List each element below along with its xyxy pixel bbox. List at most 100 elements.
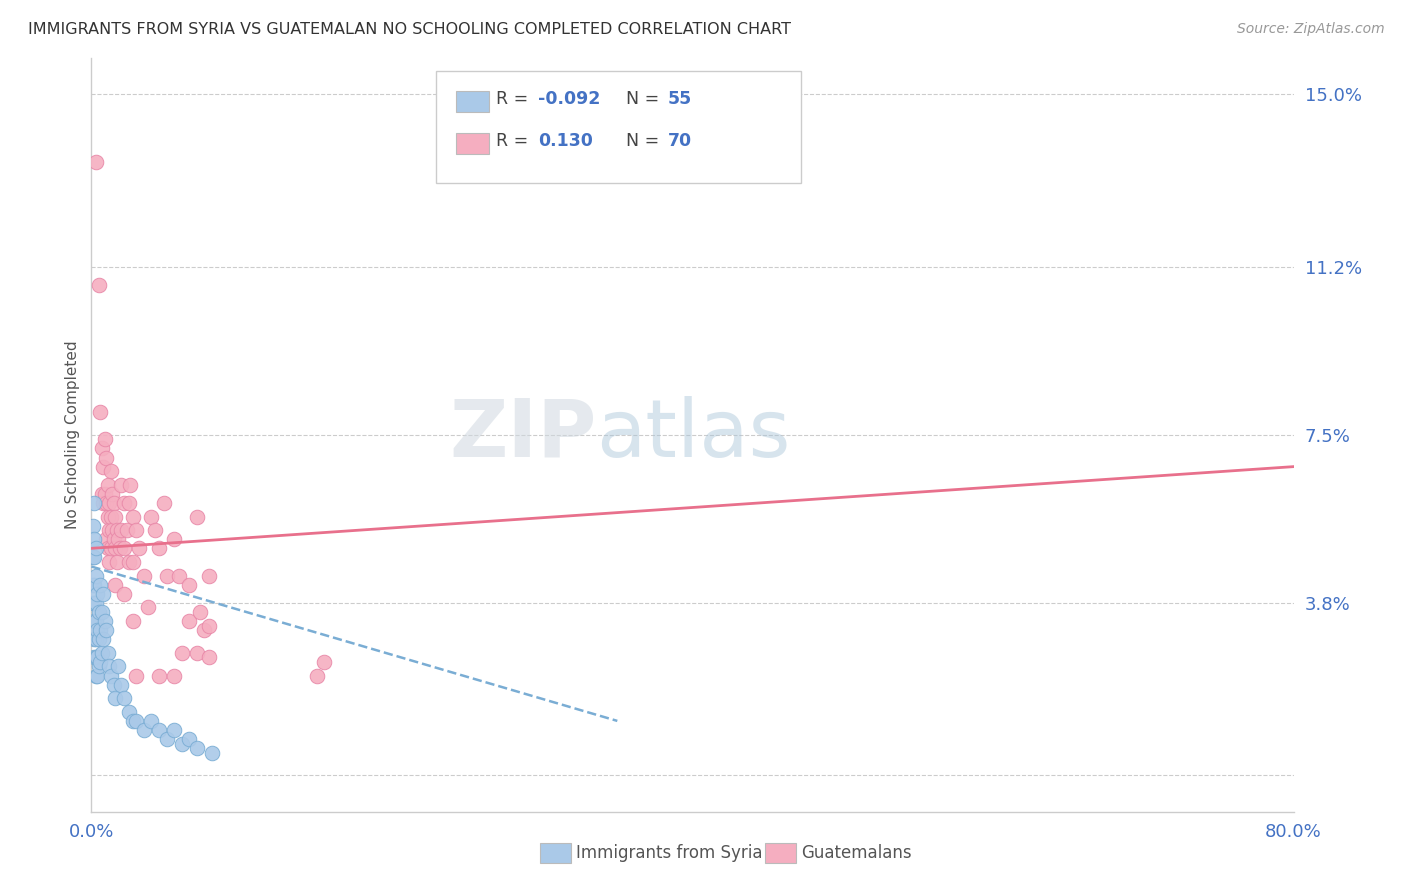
Point <box>152 496 174 510</box>
Point <box>84 541 107 556</box>
Point <box>89 623 111 637</box>
Point <box>86 587 108 601</box>
Point <box>110 523 132 537</box>
Point <box>87 632 110 647</box>
Point <box>90 646 112 660</box>
Point <box>83 496 105 510</box>
Point <box>143 523 166 537</box>
Point <box>118 555 141 569</box>
Point <box>155 568 177 582</box>
Text: ZIP: ZIP <box>449 396 596 474</box>
Point <box>86 668 108 682</box>
Point <box>122 714 145 728</box>
Point <box>141 509 163 524</box>
Point <box>105 555 128 569</box>
Point <box>83 577 105 591</box>
Point <box>87 278 110 293</box>
Text: Immigrants from Syria: Immigrants from Syria <box>576 844 763 862</box>
Point <box>177 732 200 747</box>
Point <box>100 541 122 556</box>
Point <box>122 555 145 569</box>
Point <box>82 550 104 565</box>
Point <box>84 596 107 610</box>
Point <box>90 605 112 619</box>
Point <box>87 659 110 673</box>
Text: 70: 70 <box>668 132 692 150</box>
Point <box>128 541 150 556</box>
Point <box>117 523 139 537</box>
Point <box>197 618 219 632</box>
Point <box>122 509 145 524</box>
Point <box>83 650 105 665</box>
Point <box>97 477 120 491</box>
Point <box>93 587 115 601</box>
Point <box>104 577 127 591</box>
Point <box>163 533 186 547</box>
Point <box>110 477 132 491</box>
Point <box>83 550 105 565</box>
Point <box>101 523 124 537</box>
Point <box>98 523 121 537</box>
Point <box>87 605 110 619</box>
Point <box>89 405 111 419</box>
Point <box>97 509 120 524</box>
Point <box>96 496 118 510</box>
Point <box>83 614 105 628</box>
Point <box>104 691 127 706</box>
Point <box>163 723 186 737</box>
Point <box>94 614 117 628</box>
Point <box>94 433 117 447</box>
Point <box>138 600 160 615</box>
Text: 0.130: 0.130 <box>538 132 593 150</box>
Point <box>104 509 127 524</box>
Point <box>103 496 125 510</box>
Point <box>83 596 105 610</box>
Point <box>125 523 148 537</box>
Point <box>97 541 120 556</box>
Point <box>83 533 105 547</box>
Point <box>110 677 132 691</box>
Point <box>186 741 208 756</box>
Point <box>100 668 122 682</box>
Point <box>103 677 125 691</box>
Text: N =: N = <box>626 90 665 108</box>
Point <box>86 623 108 637</box>
Point <box>98 659 121 673</box>
Point <box>114 496 136 510</box>
Y-axis label: No Schooling Completed: No Schooling Completed <box>65 341 80 529</box>
Point <box>86 650 108 665</box>
Point <box>82 518 104 533</box>
Point <box>84 568 107 582</box>
Point <box>98 555 121 569</box>
Text: -0.092: -0.092 <box>538 90 600 108</box>
Point <box>93 459 115 474</box>
Text: 55: 55 <box>668 90 692 108</box>
Point <box>93 632 115 647</box>
Point <box>125 668 148 682</box>
Point <box>90 487 112 501</box>
Point <box>314 655 336 669</box>
Point <box>100 509 122 524</box>
Point <box>141 714 163 728</box>
Point <box>90 442 112 456</box>
Point <box>122 614 145 628</box>
Point <box>132 723 155 737</box>
Point <box>96 450 118 465</box>
Text: atlas: atlas <box>596 396 790 474</box>
Point <box>84 155 107 169</box>
Point <box>107 659 129 673</box>
Point <box>163 668 186 682</box>
Point <box>89 655 111 669</box>
Point <box>105 523 128 537</box>
Point <box>148 541 170 556</box>
Point <box>114 691 136 706</box>
Point <box>114 587 136 601</box>
Point <box>118 705 141 719</box>
Point <box>125 714 148 728</box>
Point <box>170 646 193 660</box>
Text: N =: N = <box>626 132 665 150</box>
Point <box>148 668 170 682</box>
Point <box>188 605 211 619</box>
Point <box>97 646 120 660</box>
Point <box>96 533 118 547</box>
